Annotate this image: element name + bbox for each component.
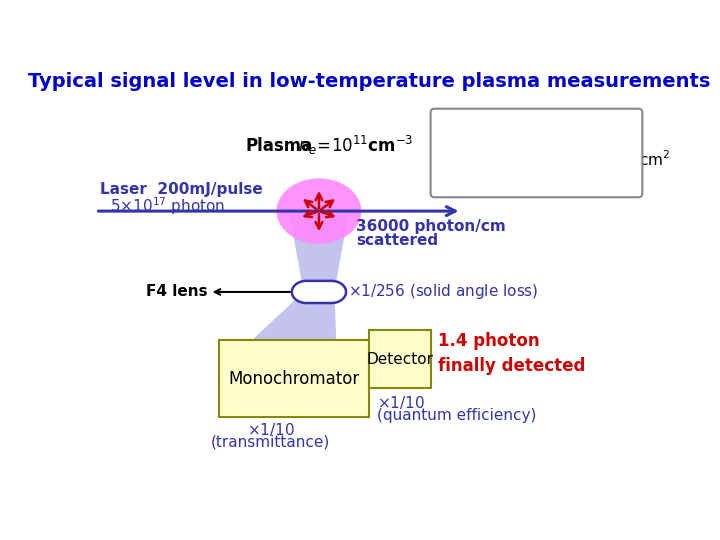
Text: 1.4 photon
finally detected: 1.4 photon finally detected — [438, 332, 585, 375]
FancyBboxPatch shape — [431, 109, 642, 197]
Text: $n_e\!=\!10^{11}$cm$^{-3}$: $n_e\!=\!10^{11}$cm$^{-3}$ — [298, 134, 413, 157]
Polygon shape — [251, 292, 336, 340]
Text: (quantum efficiency): (quantum efficiency) — [377, 408, 536, 423]
Text: Plasma: Plasma — [246, 137, 313, 154]
Polygon shape — [289, 215, 348, 292]
Bar — [369, 330, 431, 388]
Text: 36000 photon/cm: 36000 photon/cm — [356, 219, 505, 234]
Text: Typical signal level in low-temperature plasma measurements: Typical signal level in low-temperature … — [28, 72, 710, 91]
Text: 5$\times$10$^{17}$ photon: 5$\times$10$^{17}$ photon — [109, 195, 225, 217]
Text: $\times$1/10: $\times$1/10 — [377, 394, 425, 410]
Text: $\times$1/10: $\times$1/10 — [247, 421, 294, 437]
Bar — [219, 340, 369, 417]
Text: F4 lens: F4 lens — [145, 285, 207, 300]
Text: Detector: Detector — [366, 352, 433, 367]
Text: Monochromator: Monochromator — [228, 370, 359, 388]
Text: $\times$1/256 (solid angle loss): $\times$1/256 (solid angle loss) — [348, 282, 539, 301]
Ellipse shape — [276, 178, 361, 244]
Text: $\sigma = \dfrac{8\pi\; r_e^{\,2}}{3} = 6.65\times10^{-25}$  cm$^2$: $\sigma = \dfrac{8\pi\; r_e^{\,2}}{3} = … — [446, 137, 670, 177]
Polygon shape — [292, 281, 346, 303]
Text: (transmittance): (transmittance) — [211, 435, 330, 450]
Text: scattered: scattered — [356, 233, 438, 248]
Text: Total cross section: Total cross section — [444, 118, 571, 132]
Text: Laser  200mJ/pulse: Laser 200mJ/pulse — [99, 182, 262, 197]
